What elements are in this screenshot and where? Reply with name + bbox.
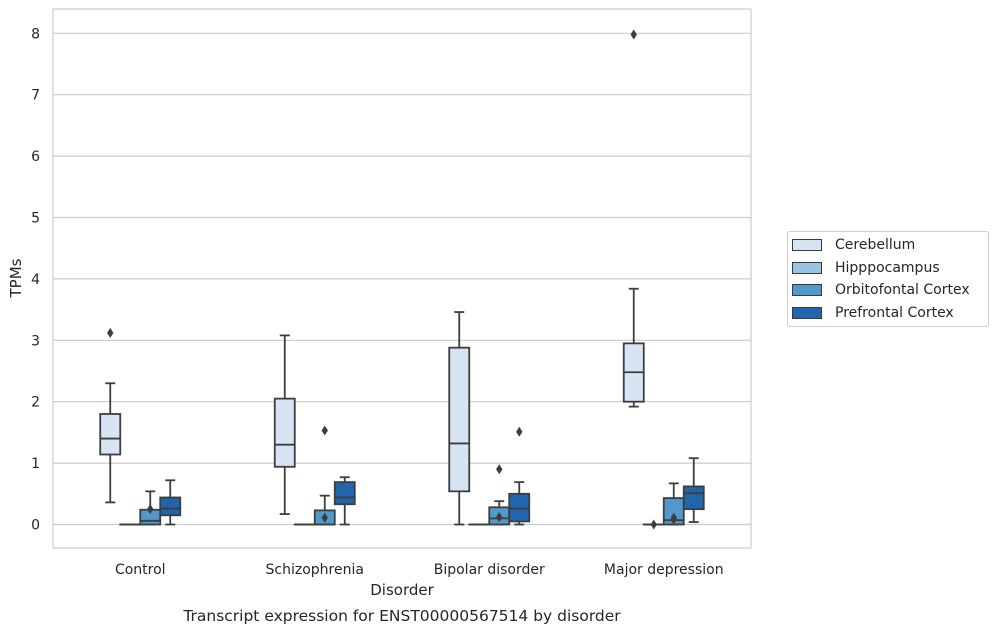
- legend-label: Cerebellum: [835, 237, 916, 253]
- y-tick-label: 4: [31, 272, 40, 288]
- y-tick-label: 3: [31, 333, 40, 349]
- series-cerebellum: [99, 29, 645, 526]
- axis-tick-labels: 0 1 2 3 4 5 6 7 8 Control Schizophrenia Bipolar dis…: [31, 26, 724, 578]
- y-tick-label: 8: [31, 26, 40, 42]
- series-hipppocampus: [119, 519, 665, 530]
- legend-swatch-cerebellum: [792, 239, 822, 251]
- outlier-point: [670, 512, 677, 523]
- legend-swatch-hippocampus: [792, 262, 822, 274]
- legend-label: Hipppocampus: [835, 260, 940, 276]
- y-axis-label: TPMs: [7, 258, 25, 298]
- box: [508, 492, 531, 523]
- legend-label: Orbitofontal Cortex: [835, 282, 970, 298]
- legend-swatch-prefrontal: [792, 307, 822, 319]
- box: [99, 413, 122, 456]
- outlier-point: [321, 512, 328, 523]
- legend-item-orbitofrontal: Orbitofontal Cortex: [792, 280, 970, 300]
- legend-item-prefrontal: Prefrontal Cortex: [792, 303, 954, 323]
- y-tick-label: 6: [31, 149, 40, 165]
- chart-title: Transcript expression for ENST0000056751…: [182, 607, 621, 625]
- y-tick-label: 1: [31, 456, 40, 472]
- legend: Cerebellum Hipppocampus Orbitofontal Cor…: [787, 231, 989, 327]
- y-tick-label: 2: [31, 395, 40, 411]
- outlier-point: [496, 464, 503, 475]
- y-tick-label: 0: [31, 518, 40, 534]
- outlier-point: [650, 519, 657, 530]
- outlier-point: [107, 327, 114, 338]
- grid-lines: [53, 32, 751, 526]
- x-axis-label: Disorder: [370, 581, 434, 599]
- plot-frame: [52, 8, 752, 549]
- outlier-point: [496, 512, 503, 523]
- outlier-point: [630, 29, 637, 40]
- outlier-point: [321, 425, 328, 436]
- y-tick-label: 5: [31, 211, 40, 227]
- box: [159, 496, 182, 517]
- legend-item-hippocampus: Hipppocampus: [792, 258, 940, 278]
- box: [448, 346, 471, 493]
- legend-swatch-orbitofrontal: [792, 284, 822, 296]
- series-prefrontal-cortex: [159, 426, 705, 526]
- x-tick-label: Bipolar disorder: [434, 562, 545, 578]
- box: [682, 485, 705, 511]
- box: [333, 481, 356, 506]
- x-tick-label: Schizophrenia: [266, 562, 364, 578]
- y-tick-label: 7: [31, 88, 40, 104]
- series-orbitofontal-cortex: [139, 425, 685, 526]
- legend-label: Prefrontal Cortex: [835, 305, 954, 321]
- x-tick-label: Control: [115, 562, 166, 578]
- box: [273, 397, 296, 468]
- outlier-point: [147, 504, 154, 515]
- box-series: [99, 29, 705, 530]
- outlier-point: [516, 426, 523, 437]
- legend-item-cerebellum: Cerebellum: [792, 235, 915, 255]
- x-tick-label: Major depression: [604, 562, 724, 578]
